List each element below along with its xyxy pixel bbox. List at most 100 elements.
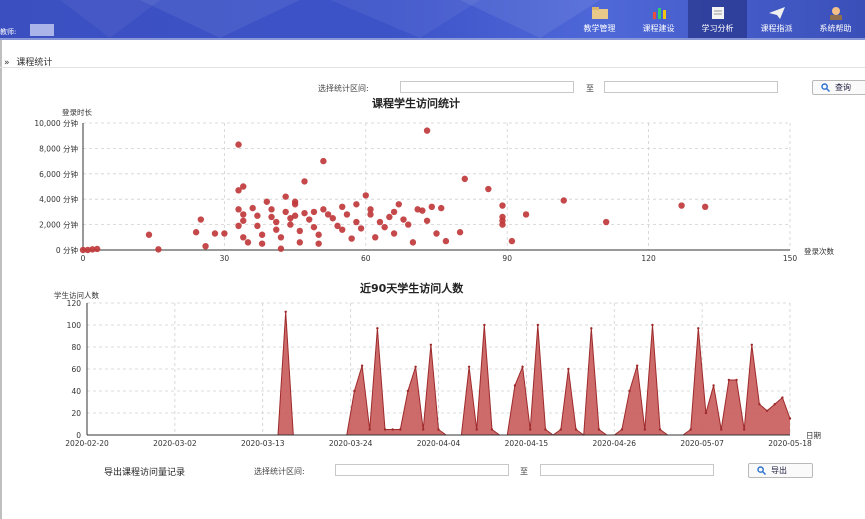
scatter-point [442, 237, 450, 245]
nav-label: 系统帮助 [819, 24, 852, 33]
scatter-point [296, 239, 304, 246]
area-xtick-label: 2020-04-04 [417, 439, 461, 448]
scatter-point [376, 218, 384, 226]
scatter-ytick-label: 4,000 分钟 [39, 194, 78, 204]
scatter-point [240, 183, 247, 190]
area-ylabel: 学生访问人数 [54, 291, 99, 300]
area-series-line [87, 311, 791, 436]
area-xtick-label: 2020-04-26 [592, 439, 636, 448]
area-point [712, 384, 715, 387]
scatter-point [372, 234, 379, 241]
scatter-point [268, 213, 275, 221]
scatter-point [315, 240, 322, 247]
area-title: 近90天学生访问人数 [360, 282, 464, 295]
scatter-point [701, 203, 709, 211]
area-xtick-label: 2020-04-15 [505, 439, 549, 448]
area-point [765, 409, 769, 412]
area-ytick-label: 80 [71, 343, 81, 352]
scatter-point [258, 231, 266, 238]
teacher-label: 教师: [0, 28, 17, 36]
scatter-point [301, 178, 308, 185]
area-point [284, 310, 287, 313]
area-point [490, 428, 494, 431]
bar-chart-icon [652, 8, 666, 19]
header-divider [0, 38, 865, 40]
search-icon [821, 83, 830, 92]
area-point [704, 411, 708, 415]
scatter-point [395, 201, 402, 208]
area-point [406, 389, 410, 393]
nav-label: 课程建设 [642, 24, 675, 33]
area-xtick-label: 2020-05-07 [680, 439, 724, 448]
scatter-point [249, 204, 256, 212]
query-button[interactable]: 查询 [812, 80, 865, 95]
scatter-point [560, 197, 567, 204]
area-point [437, 428, 440, 431]
scatter-point [277, 245, 285, 252]
export-button[interactable]: 导出 [748, 463, 813, 478]
scatter-point [211, 230, 219, 237]
scatter-point [192, 229, 200, 236]
area-point [658, 428, 662, 431]
scatter-point [367, 206, 374, 213]
scatter-xtick-label: 60 [361, 254, 371, 263]
scatter-point [343, 211, 351, 218]
area-point [513, 384, 517, 387]
scatter-point [84, 246, 91, 254]
nav-course-building[interactable]: 课程建设 [629, 0, 688, 38]
export-title: 导出课程访问量记录 [104, 468, 186, 478]
area-ytick-label: 20 [71, 409, 81, 418]
scatter-point [291, 201, 299, 208]
scatter-point [282, 208, 289, 216]
scatter-point [315, 231, 322, 238]
scatter-title: 课程学生访问统计 [372, 97, 460, 110]
nav-label: 学习分析 [701, 24, 734, 33]
area-point [788, 417, 792, 420]
area-point [742, 428, 746, 431]
area-point [528, 428, 532, 431]
scatter-point [499, 202, 506, 209]
search-icon [757, 466, 766, 475]
area-point [643, 428, 647, 431]
area-point [628, 389, 631, 393]
range-to-input[interactable] [604, 81, 778, 93]
scatter-point [339, 203, 346, 211]
breadcrumb: » 课程统计 [4, 55, 52, 68]
area-ytick-label: 100 [67, 321, 82, 330]
scatter-point [433, 230, 440, 237]
area-xtick-label: 2020-02-20 [65, 439, 109, 448]
scatter-ytick-label: 8,000 分钟 [39, 143, 78, 153]
scatter-point [240, 217, 247, 224]
area-point [567, 367, 570, 371]
range-from-input[interactable] [400, 81, 574, 93]
area-point [422, 428, 425, 431]
scatter-point [89, 246, 96, 253]
scatter-point [254, 222, 261, 230]
nav-system-help[interactable]: 系统帮助 [806, 0, 865, 38]
area-point [536, 323, 540, 327]
scatter-point [240, 211, 247, 218]
scatter-point [353, 218, 360, 226]
export-to-input[interactable] [540, 464, 714, 476]
export-range-label: 选择统计区间: [254, 467, 305, 476]
area-xlabel: 日期 [806, 431, 821, 440]
nav-teaching-management[interactable]: 教学管理 [570, 0, 629, 38]
scatter-ytick-label: 10,000 分钟 [34, 118, 78, 128]
scatter-point [419, 207, 426, 214]
scatter-point [362, 192, 369, 199]
nav-learning-analysis[interactable]: 学习分析 [688, 0, 747, 38]
scatter-point [499, 221, 506, 228]
area-point [781, 396, 784, 399]
folder-icon [591, 7, 608, 19]
scatter-point [339, 226, 346, 233]
scatter-point [390, 208, 398, 216]
nav-course-assign[interactable]: 课程指派 [747, 0, 806, 38]
scatter-point [329, 215, 337, 222]
area-point [399, 428, 402, 431]
export-from-input[interactable] [335, 464, 509, 476]
area-series-fill [87, 311, 790, 435]
scatter-point [423, 217, 431, 224]
scatter-point [428, 203, 435, 211]
scatter-point [310, 208, 318, 216]
